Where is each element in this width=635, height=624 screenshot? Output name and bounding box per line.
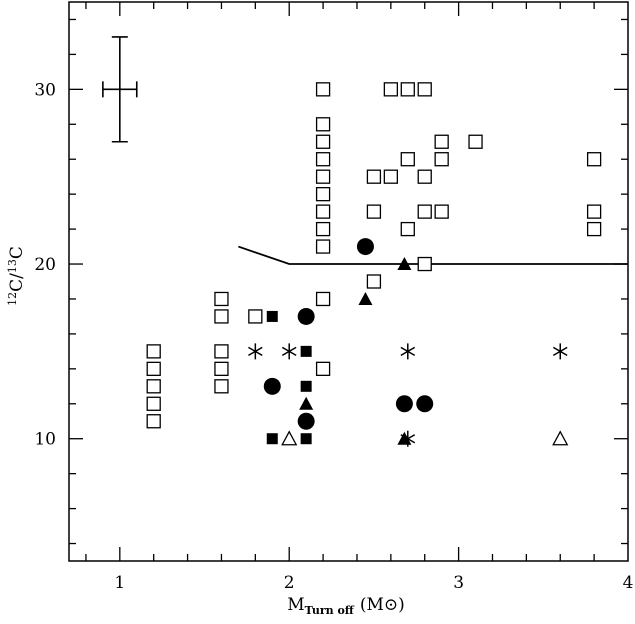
filled-triangle-point bbox=[299, 396, 314, 410]
open-square-point bbox=[400, 152, 415, 167]
open-square-point bbox=[315, 204, 331, 219]
y-axis-title-main2: C bbox=[7, 246, 27, 259]
y-tick-label: 30 bbox=[34, 80, 56, 100]
filled-circle-point bbox=[297, 412, 315, 430]
x-axis-title-unit: (M⊙) bbox=[360, 595, 405, 615]
filled-square-point bbox=[266, 310, 278, 322]
open-square-point bbox=[214, 379, 229, 394]
open-triangle-point bbox=[281, 430, 298, 446]
open-square-point bbox=[434, 152, 449, 167]
representative-error-bar bbox=[102, 36, 138, 143]
open-square-point bbox=[434, 204, 449, 219]
open-square-point bbox=[417, 256, 432, 272]
asterisk-stroke bbox=[400, 346, 416, 357]
y-axis-title-sup1: 12 bbox=[6, 292, 19, 306]
open-square-point bbox=[214, 291, 229, 307]
y-tick-label: 20 bbox=[34, 255, 56, 275]
open-square-point bbox=[315, 169, 331, 184]
open-square-point bbox=[315, 239, 331, 254]
asterisk-point bbox=[400, 343, 416, 360]
open-square-point bbox=[214, 344, 229, 359]
open-square-point bbox=[214, 309, 229, 324]
open-square-point bbox=[366, 274, 382, 289]
open-square-point bbox=[383, 169, 398, 184]
axis-ticks bbox=[69, 2, 628, 561]
filled-square-point bbox=[300, 380, 312, 392]
open-square-point bbox=[146, 414, 161, 429]
open-square-point bbox=[586, 152, 602, 167]
open-square-point bbox=[400, 221, 415, 237]
y-axis-title-sup2: 13 bbox=[6, 259, 19, 273]
x-tick-label: 1 bbox=[114, 573, 125, 593]
open-square-point bbox=[315, 134, 331, 149]
open-square-point bbox=[315, 152, 331, 167]
filled-triangle-point bbox=[397, 257, 412, 271]
y-axis-title-main1: C/ bbox=[7, 273, 27, 292]
open-square-point bbox=[417, 204, 432, 219]
filled-square-point bbox=[266, 433, 278, 445]
open-square-point bbox=[315, 117, 331, 132]
threshold-line bbox=[238, 245, 628, 265]
x-tick-label: 4 bbox=[623, 573, 634, 593]
y-axis-title: 12C/13C bbox=[6, 246, 27, 306]
filled-circle-point bbox=[297, 307, 315, 325]
open-square-point bbox=[315, 221, 331, 237]
filled-circle-point bbox=[395, 395, 413, 413]
data-points bbox=[146, 82, 602, 447]
open-square-point bbox=[315, 361, 331, 376]
open-square-point bbox=[315, 291, 331, 307]
open-square-point bbox=[146, 379, 161, 394]
asterisk-stroke bbox=[552, 346, 568, 357]
open-square-point bbox=[417, 169, 432, 184]
open-square-point bbox=[383, 82, 398, 97]
threshold-line-path bbox=[238, 245, 628, 265]
asterisk-stroke bbox=[400, 434, 416, 444]
open-square-point bbox=[366, 204, 382, 219]
x-axis-title-main: M bbox=[287, 595, 304, 615]
open-square-point bbox=[586, 204, 602, 219]
open-square-point bbox=[468, 134, 483, 149]
open-square-point bbox=[146, 344, 161, 359]
asterisk-point bbox=[248, 343, 263, 360]
open-square-point bbox=[434, 134, 449, 149]
plot-frame bbox=[68, 1, 629, 562]
open-triangle-point bbox=[552, 430, 569, 446]
open-square-point bbox=[214, 361, 229, 376]
asterisk-point bbox=[281, 343, 297, 360]
open-square-point bbox=[400, 82, 415, 97]
y-tick-label: 10 bbox=[34, 430, 56, 450]
open-square-point bbox=[586, 221, 602, 237]
x-axis-title: MTurn off (M⊙) bbox=[287, 595, 405, 617]
open-square-point bbox=[146, 396, 161, 411]
open-square-point bbox=[315, 82, 331, 97]
x-tick-label: 2 bbox=[284, 573, 295, 593]
open-square-point bbox=[315, 187, 331, 202]
filled-circle-point bbox=[416, 395, 434, 413]
tick-labels: 1 2 3 4 10 20 30 bbox=[34, 80, 633, 593]
asterisk-stroke bbox=[248, 346, 263, 357]
filled-circle-point bbox=[356, 238, 374, 256]
filled-square-point bbox=[300, 433, 312, 445]
open-square-point bbox=[366, 169, 382, 184]
asterisk-stroke bbox=[281, 346, 297, 357]
filled-triangle-point bbox=[358, 291, 373, 305]
x-axis-title-sub: Turn off bbox=[305, 604, 355, 617]
open-square-point bbox=[146, 361, 161, 376]
asterisk-point bbox=[400, 430, 416, 447]
open-square-point bbox=[417, 82, 432, 97]
asterisk-point bbox=[552, 343, 568, 360]
open-square-point bbox=[248, 309, 263, 324]
x-tick-label: 3 bbox=[453, 573, 464, 593]
filled-square-point bbox=[300, 345, 312, 357]
filled-circle-point bbox=[263, 377, 281, 395]
